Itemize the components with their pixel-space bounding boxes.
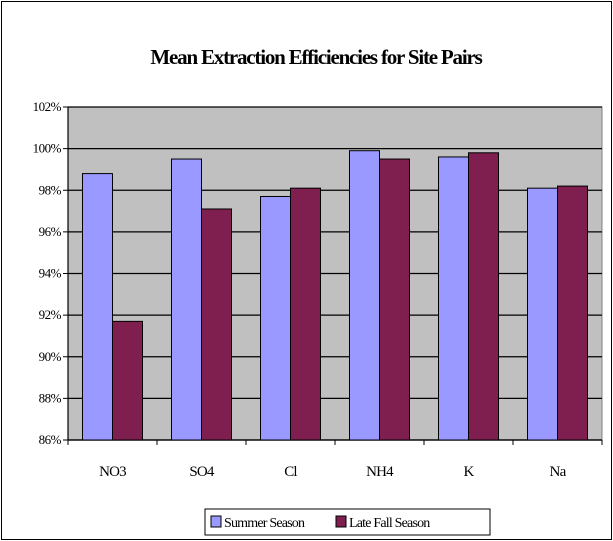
y-tick-label: 92% — [39, 307, 62, 322]
legend-label: Summer Season — [224, 516, 305, 531]
bar-nh4-late-fall — [380, 159, 410, 440]
y-tick-label: 90% — [39, 349, 62, 364]
plot-area: 86% 88% 90% 92% 94% 96% 98% 100% 102% NO3 SO4 Cl NH4… — [33, 99, 602, 480]
y-tick-label: 94% — [39, 266, 62, 281]
bar-k-summer — [439, 157, 469, 440]
bar-no3-summer — [83, 174, 113, 440]
bar-cl-late-fall — [291, 188, 321, 440]
y-tick-label: 96% — [39, 224, 62, 239]
legend-label: Late Fall Season — [349, 516, 430, 531]
x-tick-label: NO3 — [99, 464, 126, 480]
bar-so4-late-fall — [202, 209, 232, 440]
x-tick-label: K — [463, 464, 474, 480]
bar-no3-late-fall — [113, 321, 143, 440]
bar-na-summer — [528, 188, 558, 440]
bar-k-late-fall — [469, 153, 499, 440]
bar-na-late-fall — [558, 186, 588, 440]
x-tick-label: Cl — [284, 464, 297, 480]
y-tick-label: 88% — [39, 390, 62, 405]
y-tick-label: 98% — [39, 182, 62, 197]
y-tick-label: 100% — [33, 141, 62, 156]
bar-nh4-summer — [350, 151, 380, 440]
x-tick-label: Na — [550, 464, 567, 480]
legend-swatch — [336, 516, 346, 527]
x-tick-label: SO4 — [189, 464, 215, 480]
legend: Summer Season Late Fall Season — [205, 509, 490, 535]
bar-cl-summer — [261, 196, 291, 440]
chart-title: Mean Extraction Efficiencies for Site Pa… — [150, 45, 482, 69]
legend-swatch — [211, 516, 221, 527]
x-tick-label: NH4 — [366, 464, 394, 480]
y-tick-label: 102% — [33, 99, 62, 114]
y-tick-label: 86% — [39, 432, 62, 447]
bar-so4-summer — [172, 159, 202, 440]
